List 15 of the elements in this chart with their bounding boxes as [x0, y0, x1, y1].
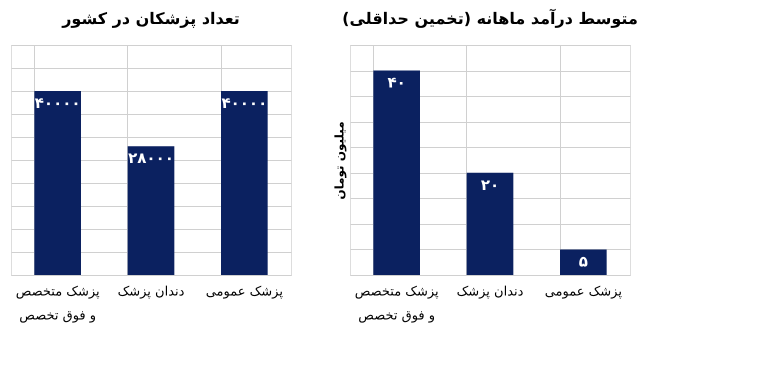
- data-label: ۴۰: [388, 74, 406, 92]
- data-label: ۴۰۰۰۰: [34, 94, 81, 112]
- x-tick-label: پزشک عمومی: [206, 284, 284, 300]
- data-label: ۲۰: [480, 176, 500, 194]
- x-tick-label: پزشک متخصص و فوق تخصص: [354, 284, 440, 324]
- x-tick-label: پزشک متخصص و فوق تخصص: [16, 284, 100, 324]
- x-tick-label: پزشک عمومی: [544, 284, 622, 300]
- data-label: ۵: [578, 252, 588, 270]
- data-label: ۴۰۰۰۰: [221, 94, 268, 112]
- chart-title: متوسط درآمد ماهانه (تخمین حداقلی): [342, 8, 638, 28]
- y-axis-title: میلیون تومان: [332, 121, 346, 200]
- chart-title: تعداد پزشکان در کشور: [61, 9, 240, 28]
- x-tick-label: دندان پزشک: [456, 284, 524, 300]
- x-tick-label: دندان پزشک: [118, 284, 185, 300]
- data-label: ۲۸۰۰۰: [128, 149, 174, 168]
